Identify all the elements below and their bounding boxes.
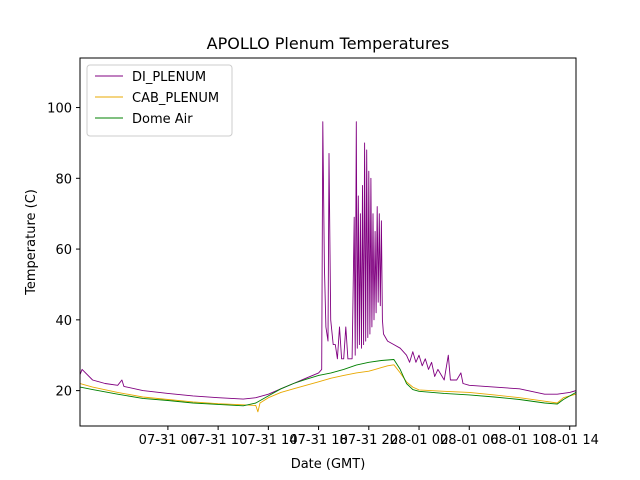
y-axis: 20 40 60 80 100 bbox=[47, 102, 80, 400]
legend-label-cab-plenum: CAB_PLENUM bbox=[132, 91, 219, 106]
x-tick-label: 07-31 10 bbox=[189, 433, 247, 448]
x-tick-label: 08-01 02 bbox=[390, 433, 448, 448]
chart-title: APOLLO Plenum Temperatures bbox=[207, 34, 450, 53]
x-tick-label: 08-01 14 bbox=[540, 433, 598, 448]
y-tick-label: 20 bbox=[55, 385, 72, 400]
x-tick-label: 07-31 22 bbox=[340, 433, 398, 448]
y-tick-label: 80 bbox=[55, 172, 72, 187]
y-axis-title: Temperature (C) bbox=[24, 189, 39, 296]
legend-box bbox=[86, 64, 233, 137]
x-tick-label: 07-31 06 bbox=[139, 433, 197, 448]
legend-label-dome-air: Dome Air bbox=[132, 112, 193, 127]
y-tick-label: 100 bbox=[47, 102, 72, 117]
series-line-dome-air bbox=[80, 359, 576, 407]
plot-frame bbox=[79, 57, 577, 427]
legend: DI_PLENUM CAB_PLENUM Dome Air bbox=[86, 64, 233, 137]
plot-area bbox=[80, 121, 576, 413]
x-tick-label: 08-01 06 bbox=[440, 433, 498, 448]
series-line-cab-plenum bbox=[80, 364, 576, 413]
y-tick-label: 60 bbox=[55, 243, 72, 258]
x-tick-label: 07-31 14 bbox=[239, 433, 297, 448]
y-tick-label: 40 bbox=[55, 314, 72, 329]
legend-label-di-plenum: DI_PLENUM bbox=[132, 70, 206, 85]
x-tick-label: 08-01 10 bbox=[490, 433, 548, 448]
x-axis-title: Date (GMT) bbox=[291, 457, 366, 472]
x-tick-label: 07-31 18 bbox=[289, 433, 347, 448]
